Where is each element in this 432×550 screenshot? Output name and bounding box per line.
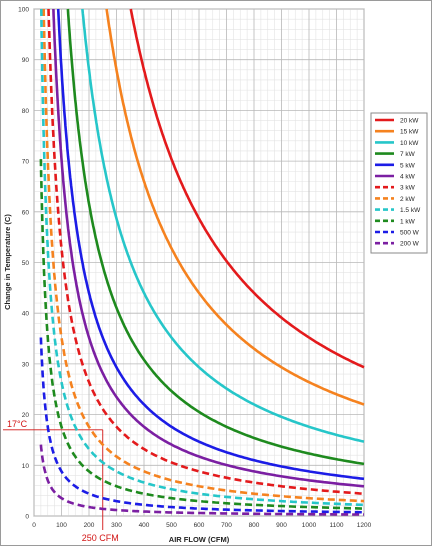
legend-entry: 20 kW xyxy=(400,118,419,125)
x-tick-label: 600 xyxy=(194,522,205,529)
legend-entry: 200 W xyxy=(400,241,420,248)
x-tick-label: 400 xyxy=(139,522,150,529)
series-layer xyxy=(39,8,365,516)
axis-layer: 0 100 200 300 400 500 600 700 800 900 1000 1100 1200… xyxy=(18,7,371,530)
legend-entry: 7 kW xyxy=(400,151,416,158)
x-tick-label: 800 xyxy=(249,522,260,529)
legend-entry: 4 kW xyxy=(400,174,416,181)
y-tick-label: 90 xyxy=(22,57,30,64)
series-line xyxy=(66,8,365,466)
legend-entry: 15 kW xyxy=(400,129,419,136)
x-tick-label: 1200 xyxy=(357,522,372,529)
legend: 20 kW 15 kW 10 kW 7 kW 5 kW 4 kW 3 kW 2 kW 1.5 k… xyxy=(370,112,428,254)
series-line xyxy=(42,8,365,503)
series-line xyxy=(39,444,364,516)
legend-box xyxy=(370,112,428,254)
annotation-label-x: 250 CFM xyxy=(82,533,119,543)
y-tick-label: 40 xyxy=(22,311,30,318)
x-tick-label: 1100 xyxy=(330,522,344,529)
legend-entry: 3 kW xyxy=(400,185,416,192)
series-line xyxy=(39,159,365,510)
y-tick-label: 10 xyxy=(22,463,30,470)
legend-entry: 1.5 kW xyxy=(400,207,421,214)
y-tick-label: 80 xyxy=(22,108,30,115)
y-tick-label: 70 xyxy=(22,159,30,166)
x-tick-label: 0 xyxy=(32,522,36,529)
annotation-layer: 17°C 250 CFM xyxy=(3,419,119,543)
series-line xyxy=(52,8,365,488)
legend-entry: 5 kW xyxy=(400,162,416,169)
legend-entry: 2 kW xyxy=(400,196,416,203)
y-tick-label: 100 xyxy=(18,7,29,14)
y-tick-label: 0 xyxy=(25,514,29,521)
x-tick-label: 100 xyxy=(56,522,67,529)
x-tick-label: 900 xyxy=(276,522,287,529)
legend-entry: 10 kW xyxy=(400,140,419,147)
series-line xyxy=(47,8,365,495)
x-tick-label: 200 xyxy=(84,522,95,529)
y-tick-label: 50 xyxy=(22,260,30,267)
x-tick-label: 500 xyxy=(166,522,177,529)
series-line xyxy=(39,337,365,514)
x-tick-label: 1000 xyxy=(302,522,317,529)
legend-entry: 1 kW xyxy=(400,218,416,225)
annotation-label-y: 17°C xyxy=(7,419,28,429)
legend-entry: 500 W xyxy=(400,230,420,237)
series-line xyxy=(81,8,365,443)
series-line xyxy=(40,8,365,507)
x-tick-label: 700 xyxy=(221,522,232,529)
y-axis-label: Change in Temperature (C) xyxy=(3,214,12,310)
y-tick-label: 60 xyxy=(22,209,30,216)
y-tick-label: 30 xyxy=(22,361,30,368)
y-tick-label: 20 xyxy=(22,412,30,419)
x-axis-label: AIR FLOW (CFM) xyxy=(169,535,230,544)
series-line xyxy=(56,8,365,481)
series-line xyxy=(105,8,365,406)
x-tick-label: 300 xyxy=(111,522,122,529)
series-line xyxy=(129,8,365,369)
